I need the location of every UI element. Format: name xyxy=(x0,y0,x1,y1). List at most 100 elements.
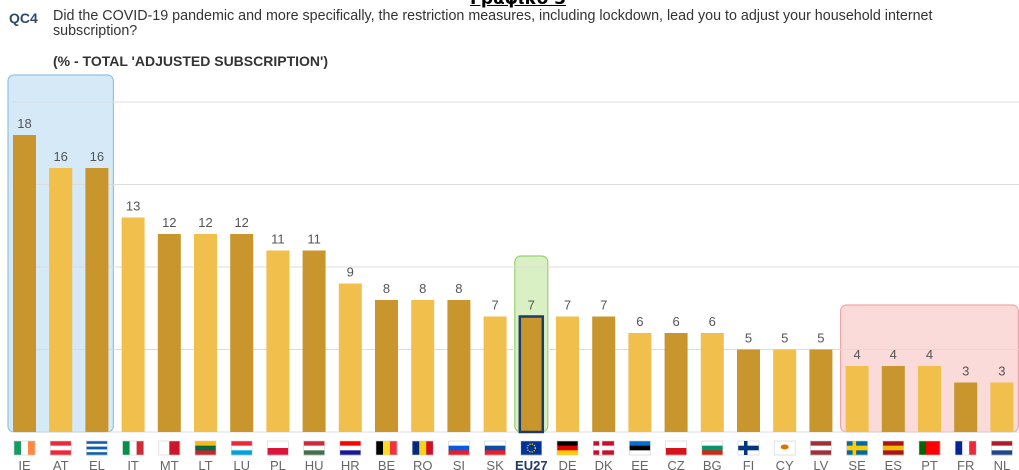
value-label: 11 xyxy=(307,232,321,247)
value-label: 7 xyxy=(528,298,535,313)
flag-stripe xyxy=(86,449,108,453)
value-label: 18 xyxy=(17,116,31,131)
flag-hr-icon xyxy=(339,440,362,456)
flag-border xyxy=(194,440,217,456)
flag-el-icon xyxy=(86,440,108,456)
flag-border xyxy=(954,440,977,456)
bar-ro xyxy=(411,300,435,432)
flag-border xyxy=(737,440,760,456)
flag-border xyxy=(846,440,868,456)
bar-be xyxy=(375,300,398,432)
flag-stripe xyxy=(303,445,325,451)
flag-stripe xyxy=(991,445,1013,451)
bar-fi xyxy=(737,349,760,432)
flag-border xyxy=(991,440,1013,456)
flag-lu-icon xyxy=(230,440,253,456)
value-label: 16 xyxy=(53,149,67,164)
flag-ie-icon xyxy=(13,440,36,456)
flag-stripe xyxy=(448,445,470,451)
bar-hr xyxy=(338,283,362,432)
flag-stripe xyxy=(86,443,108,447)
flag-stripe xyxy=(195,445,216,451)
flag-stripe xyxy=(339,450,361,456)
category-label: SE xyxy=(848,458,866,470)
flag-stripe xyxy=(520,441,542,456)
flag-stripe xyxy=(50,445,72,451)
bar-de xyxy=(556,316,579,432)
flag-stripe xyxy=(593,441,615,446)
value-label: 6 xyxy=(709,314,716,329)
flag-dk-icon xyxy=(592,440,615,456)
flag-stripe xyxy=(557,441,578,446)
flag-stripe xyxy=(484,441,506,446)
flag-stripe xyxy=(557,445,578,451)
flag-stripe xyxy=(267,448,289,456)
value-label: 3 xyxy=(998,364,1005,379)
bar-se xyxy=(845,366,869,432)
flag-stripe xyxy=(390,441,398,455)
flag-de-icon xyxy=(556,440,579,456)
value-label: 5 xyxy=(817,331,824,346)
flag-stripe xyxy=(484,450,506,456)
flag-border xyxy=(13,440,36,456)
flag-stripe xyxy=(846,445,868,451)
flag-stripe xyxy=(267,441,289,449)
category-label: HU xyxy=(305,458,324,470)
cross-bar xyxy=(599,441,603,455)
category-label: LU xyxy=(233,458,250,470)
flag-stripe xyxy=(50,450,72,456)
flag-stripe xyxy=(810,450,832,456)
bar-mt xyxy=(157,234,181,432)
flag-pl-icon xyxy=(267,440,289,456)
flag-stripe xyxy=(28,441,36,455)
bar-fr xyxy=(954,382,978,432)
flag-border xyxy=(448,440,470,456)
value-label: 12 xyxy=(162,215,176,230)
category-label: IT xyxy=(127,458,139,470)
flag-stripe xyxy=(629,450,651,456)
flag-stripe xyxy=(86,452,108,456)
category-label: PT xyxy=(921,458,938,470)
flag-stripe xyxy=(919,441,927,455)
flag-border xyxy=(701,440,724,456)
bar-at xyxy=(49,168,73,432)
flag-border xyxy=(267,440,289,456)
category-label: AT xyxy=(53,458,69,470)
flag-stripe xyxy=(383,441,391,455)
category-label: PL xyxy=(270,458,286,470)
value-label: 8 xyxy=(419,281,426,296)
flag-se-icon xyxy=(846,440,868,456)
flag-stripe xyxy=(21,441,29,455)
flag-stripe xyxy=(231,441,253,446)
flag-eu27-icon xyxy=(520,440,543,456)
flag-border xyxy=(375,440,398,456)
flag-stripe xyxy=(969,441,977,455)
flag-stripe xyxy=(448,441,470,446)
flag-border xyxy=(629,440,651,456)
value-label: 13 xyxy=(126,199,140,214)
category-label: NL xyxy=(994,458,1011,470)
flag-border xyxy=(556,440,579,456)
value-label: 4 xyxy=(890,347,897,362)
bar-si xyxy=(447,300,471,432)
category-label: DE xyxy=(558,458,576,470)
flags xyxy=(13,440,1013,456)
flag-stripe xyxy=(484,445,506,451)
value-label: 3 xyxy=(962,364,969,379)
flag-stripe xyxy=(448,450,470,456)
flag-cz-icon xyxy=(665,440,687,456)
flag-cy-icon xyxy=(773,440,796,456)
category-label: EU27 xyxy=(515,458,548,470)
bar-lv xyxy=(809,349,833,432)
flag-stripe xyxy=(810,441,832,446)
bar-ee xyxy=(628,333,652,432)
flag-stripe xyxy=(169,441,181,455)
category-label: CY xyxy=(776,458,794,470)
category-label: IE xyxy=(18,458,31,470)
eu-stars xyxy=(526,443,536,453)
flag-bg-icon xyxy=(701,440,724,456)
flag-stripe xyxy=(846,450,868,456)
flag-stripe xyxy=(412,441,420,455)
flag-stripe xyxy=(231,445,253,451)
